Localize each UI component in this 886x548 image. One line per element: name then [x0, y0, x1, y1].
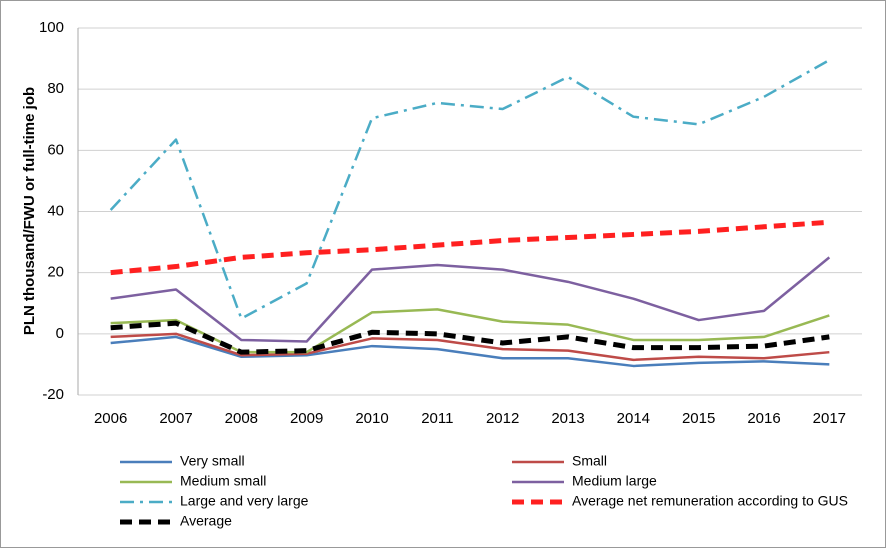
legend-label: Very small — [180, 453, 245, 469]
series-line — [110, 219, 830, 276]
x-tick-label: 2016 — [747, 410, 780, 427]
series-line — [110, 332, 830, 362]
series-line — [110, 320, 830, 355]
x-tick-label: 2014 — [617, 410, 650, 427]
x-tick-label: 2011 — [421, 410, 453, 427]
x-tick-label: 2015 — [682, 410, 715, 427]
x-tick-label: 2009 — [290, 410, 323, 427]
y-tick-label: 0 — [56, 325, 64, 342]
y-tick-label: 80 — [47, 80, 64, 97]
legend-label: Medium small — [180, 473, 266, 489]
series-line — [110, 256, 831, 343]
legend-label: Small — [572, 453, 607, 469]
legend-label: Average net remuneration according to GU… — [572, 493, 848, 509]
y-tick-label: 40 — [47, 202, 64, 219]
x-tick-label: 2006 — [94, 410, 127, 427]
legend-label: Average — [180, 513, 232, 529]
y-tick-label: 100 — [39, 19, 64, 36]
y-tick-label: 20 — [47, 264, 64, 281]
series-line — [109, 59, 830, 320]
y-tick-label: -20 — [42, 386, 64, 403]
y-tick-label: 60 — [47, 141, 64, 158]
legend-label: Large and very large — [180, 493, 309, 509]
x-tick-label: 2012 — [486, 410, 519, 427]
x-tick-label: 2017 — [813, 410, 846, 427]
x-tick-label: 2007 — [159, 410, 192, 427]
x-tick-label: 2008 — [225, 410, 258, 427]
x-tick-label: 2013 — [551, 410, 584, 427]
x-tick-label: 2010 — [355, 410, 388, 427]
y-axis-label: PLN thousand/FWU or full-time job — [21, 87, 38, 335]
legend-label: Medium large — [572, 473, 657, 489]
series-line — [110, 335, 830, 368]
